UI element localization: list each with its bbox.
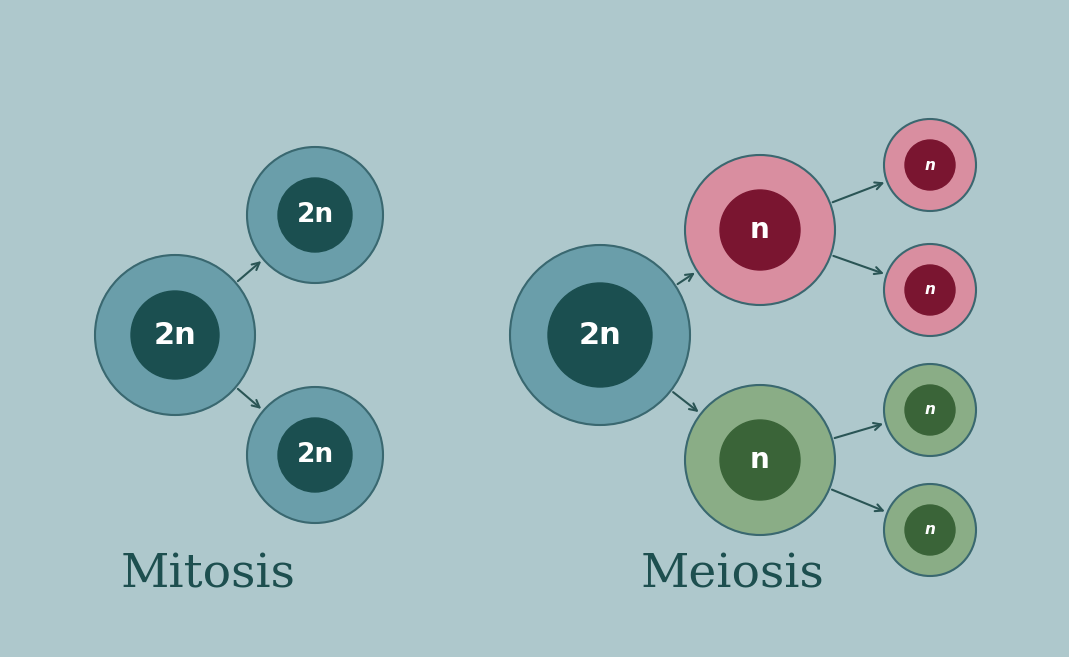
Circle shape [905, 505, 955, 555]
Circle shape [905, 140, 955, 190]
Circle shape [278, 418, 352, 492]
Circle shape [278, 178, 352, 252]
Circle shape [905, 265, 955, 315]
Text: Meiosis: Meiosis [640, 553, 824, 597]
Text: n: n [925, 283, 935, 298]
Text: n: n [750, 446, 770, 474]
Circle shape [95, 255, 255, 415]
Circle shape [721, 190, 800, 270]
Text: n: n [925, 522, 935, 537]
Circle shape [247, 147, 383, 283]
Text: 2n: 2n [296, 202, 334, 228]
Text: n: n [925, 158, 935, 173]
Text: n: n [925, 403, 935, 417]
Circle shape [721, 420, 800, 500]
Circle shape [884, 364, 976, 456]
Circle shape [884, 119, 976, 211]
Circle shape [905, 385, 955, 435]
Circle shape [685, 155, 835, 305]
Circle shape [510, 245, 690, 425]
Text: 2n: 2n [296, 442, 334, 468]
Circle shape [685, 385, 835, 535]
Circle shape [884, 484, 976, 576]
Text: 2n: 2n [154, 321, 197, 350]
Text: 2n: 2n [578, 321, 621, 350]
Circle shape [548, 283, 652, 387]
Text: Mitosis: Mitosis [121, 553, 296, 597]
Circle shape [884, 244, 976, 336]
Circle shape [131, 291, 219, 379]
Circle shape [247, 387, 383, 523]
Text: n: n [750, 216, 770, 244]
